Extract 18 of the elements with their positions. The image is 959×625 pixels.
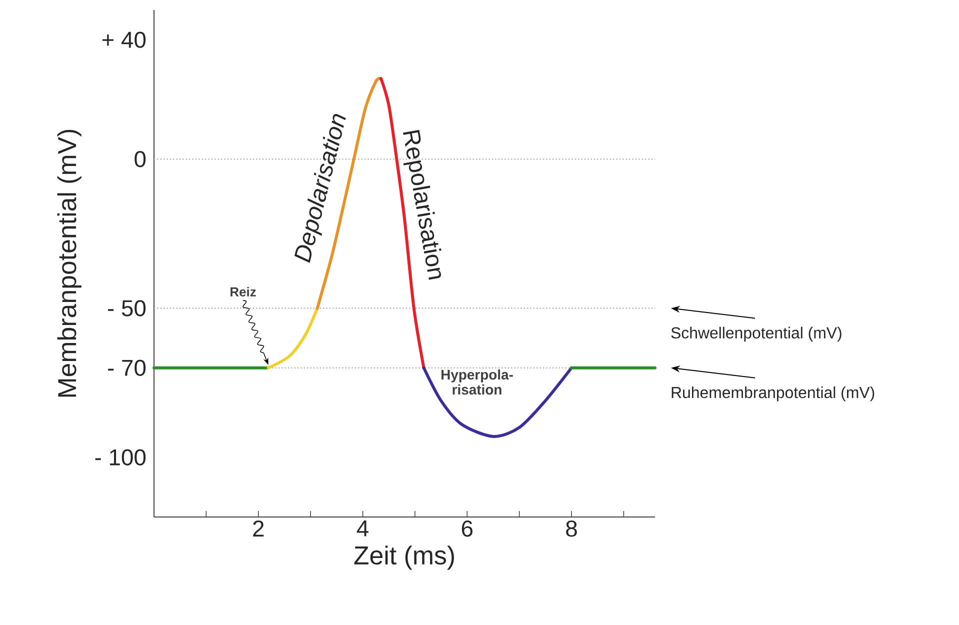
y-tick-label: 0: [134, 150, 146, 168]
annotation: Repolarisation: [402, 130, 442, 280]
annotation: Reiz: [230, 286, 256, 296]
y-tick-label: + 40: [102, 32, 146, 48]
ref-line-label: Ruhemembranpotential (mV): [672, 386, 874, 402]
y-tick-label: - 100: [95, 449, 146, 466]
line-series: [266, 306, 319, 370]
x-axis-title: Zeit (ms): [354, 546, 454, 570]
y-tick-label: - 70: [108, 360, 146, 376]
y-axis-title: Membranpotential (mV): [57, 130, 82, 397]
line-series: [422, 366, 573, 438]
y-tick-label: - 50: [108, 300, 146, 316]
x-tick-label: 8: [566, 520, 577, 537]
annotation: Hyperpola-risation: [442, 369, 513, 395]
x-tick-label: 6: [462, 520, 472, 537]
ref-line-label: Schwellenpotential (mV): [671, 326, 842, 342]
x-tick-label: 4: [356, 520, 368, 536]
x-tick-label: 2: [253, 520, 264, 537]
